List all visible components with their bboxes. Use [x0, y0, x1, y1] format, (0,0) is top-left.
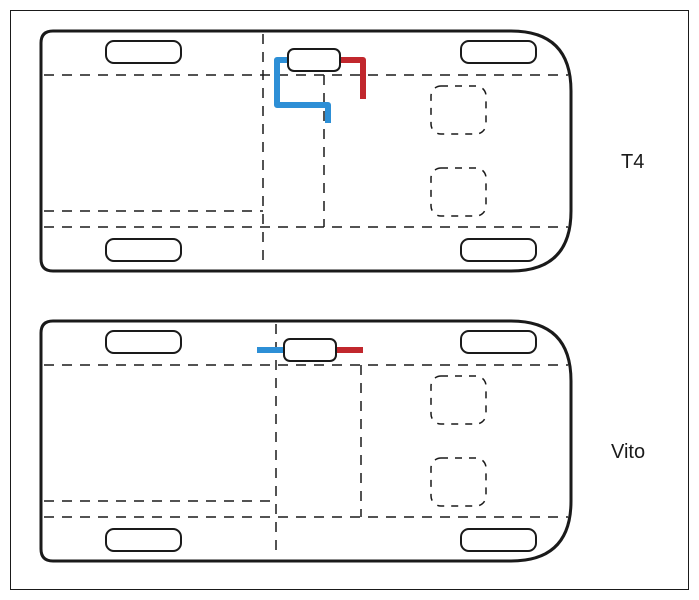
- heater-unit: [284, 339, 336, 361]
- seat: [431, 458, 486, 506]
- van-t4: [41, 31, 571, 271]
- van-vito: [41, 321, 571, 561]
- wheel: [461, 529, 536, 551]
- wheel: [461, 239, 536, 261]
- van-label-t4: T4: [621, 151, 644, 174]
- wheel: [106, 239, 181, 261]
- seat: [431, 376, 486, 424]
- diagram-svg: [11, 11, 688, 589]
- seat: [431, 86, 486, 134]
- heater-unit: [288, 49, 340, 71]
- diagram-frame: T4 Vito: [10, 10, 689, 590]
- wheel: [461, 331, 536, 353]
- seat: [431, 168, 486, 216]
- wheel: [106, 529, 181, 551]
- wheel: [106, 41, 181, 63]
- wheel: [106, 331, 181, 353]
- wheel: [461, 41, 536, 63]
- van-label-vito: Vito: [611, 441, 645, 464]
